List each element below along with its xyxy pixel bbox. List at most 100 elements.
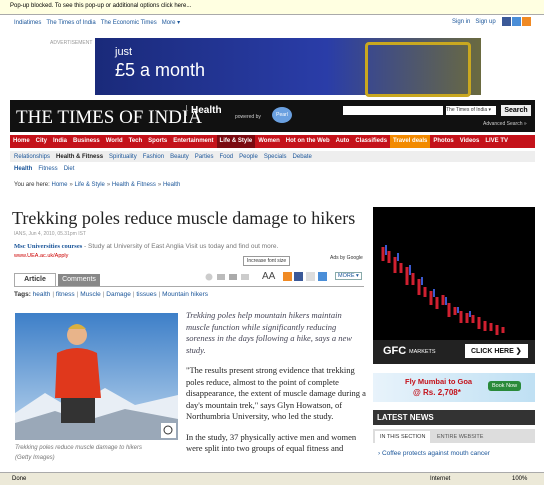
- flight-line1[interactable]: Fly Mumbai to Goa: [405, 377, 472, 386]
- sponsored-text: - Study at University of East Anglia Vis…: [82, 243, 278, 250]
- news-tab[interactable]: ENTIRE WEBSITE: [437, 431, 483, 443]
- nav-link[interactable]: Auto: [333, 135, 353, 148]
- account-link[interactable]: Sign in: [452, 19, 470, 25]
- subnav-link[interactable]: Debate: [293, 154, 312, 160]
- nav-link[interactable]: Life & Style: [217, 135, 256, 148]
- byline: IANS, Jun 4, 2010, 05.31pm IST: [14, 231, 86, 237]
- section-link[interactable]: Diet: [64, 166, 75, 172]
- nav-link[interactable]: Videos: [457, 135, 483, 148]
- section-name: Health: [186, 105, 222, 116]
- search-button[interactable]: Search: [501, 105, 531, 116]
- tag-link[interactable]: fitness: [52, 291, 74, 298]
- subnav-link[interactable]: Beauty: [170, 154, 189, 160]
- section-link[interactable]: Fitness: [38, 166, 57, 172]
- status-zone: Internet: [430, 476, 450, 482]
- subnav-link[interactable]: Fashion: [143, 154, 164, 160]
- article-body: Trekking poles help mountain hikers main…: [186, 310, 366, 472]
- search-input[interactable]: [343, 106, 443, 115]
- search-scope[interactable]: The Times of India ▾: [446, 106, 496, 115]
- nav-link[interactable]: Tech: [126, 135, 146, 148]
- news-item[interactable]: › Coffee protects against mouth cancer: [378, 450, 490, 457]
- subnav-link[interactable]: Spirituality: [109, 154, 137, 160]
- breadcrumb-link[interactable]: Health & Fitness: [107, 182, 156, 188]
- breadcrumb-link[interactable]: Life & Style: [70, 182, 105, 188]
- tag-link[interactable]: Muscle: [77, 291, 101, 298]
- site-title[interactable]: THE TIMES OF INDIA: [16, 107, 202, 129]
- account-link[interactable]: Sign up: [475, 19, 495, 25]
- article-photo[interactable]: [15, 313, 178, 440]
- tab-comments[interactable]: Comments: [58, 274, 100, 286]
- photo-caption: Trekking poles reduce muscle damage to h…: [15, 445, 142, 451]
- nav-link[interactable]: City: [33, 135, 50, 148]
- news-item-text[interactable]: Coffee protects against mouth cancer: [382, 450, 490, 457]
- nav-link[interactable]: Photos: [430, 135, 456, 148]
- top-link[interactable]: More ▾: [162, 20, 180, 26]
- nav-link[interactable]: Hot on the Web: [283, 135, 333, 148]
- top-link[interactable]: Indiatimes: [14, 20, 41, 26]
- partner-logo: Pearl: [272, 107, 292, 123]
- subnav-link[interactable]: Specials: [264, 154, 287, 160]
- top-link[interactable]: The Economic Times: [101, 20, 157, 26]
- breadcrumb-link[interactable]: Health: [158, 182, 180, 188]
- popup-text[interactable]: Pop-up blocked. To see this pop-up or ad…: [10, 3, 191, 9]
- status-text: Done: [12, 476, 26, 482]
- share-icons[interactable]: [283, 272, 333, 282]
- nav-link[interactable]: Travel deals: [390, 135, 430, 148]
- nav-link[interactable]: Entertainment: [170, 135, 216, 148]
- flight-line2[interactable]: @ Rs. 2,708*: [413, 388, 461, 397]
- masthead: THE TIMES OF INDIA Health powered by Pea…: [10, 100, 535, 132]
- ads-by: Ads by Google: [330, 255, 363, 261]
- tool-icons[interactable]: [205, 272, 260, 282]
- photo-credit: (Getty Images): [15, 455, 55, 461]
- gfc-cta[interactable]: CLICK HERE ❯: [465, 344, 528, 358]
- sponsored-ad[interactable]: Msc Universities courses - Study at Univ…: [14, 243, 278, 250]
- tag-link[interactable]: Mountain hikers: [159, 291, 208, 298]
- tag-link[interactable]: health: [33, 291, 51, 298]
- breadcrumb: You are here: HomeLife & StyleHealth & F…: [14, 182, 182, 188]
- news-tab[interactable]: IN THIS SECTION: [375, 431, 430, 443]
- ad-frame: [365, 42, 471, 97]
- ad-line1[interactable]: just: [115, 46, 132, 58]
- popup-bar[interactable]: Pop-up blocked. To see this pop-up or ad…: [0, 0, 544, 15]
- sub-nav: Relationships Health & Fitness Spiritualit…: [10, 151, 535, 162]
- subnav-link[interactable]: Relationships: [14, 154, 50, 160]
- news-tabs: IN THIS SECTION ENTIRE WEBSITE: [373, 429, 535, 443]
- latest-news-header: LATEST NEWS: [373, 410, 535, 425]
- subnav-link[interactable]: Health & Fitness: [56, 154, 103, 160]
- more-button[interactable]: MORE ▾: [335, 272, 362, 280]
- tags-label: Tags:: [14, 291, 31, 298]
- powered-by: powered by: [235, 114, 261, 120]
- gfc-brand[interactable]: GFC: [383, 345, 406, 357]
- flight-ad[interactable]: Fly Mumbai to Goa @ Rs. 2,708* Book Now: [373, 373, 535, 402]
- nav-link[interactable]: Women: [255, 135, 283, 148]
- nav-link[interactable]: Business: [70, 135, 103, 148]
- subnav-link[interactable]: Food: [219, 154, 233, 160]
- subnav-link[interactable]: Parties: [195, 154, 214, 160]
- flight-cta[interactable]: Book Now: [488, 381, 521, 391]
- account-links: Sign in Sign up: [452, 19, 501, 25]
- tab-article[interactable]: Article: [14, 273, 56, 286]
- social-icons: [502, 17, 532, 27]
- font-size-control[interactable]: AA: [262, 271, 275, 282]
- ad-line2[interactable]: £5 a month: [115, 60, 205, 81]
- nav-link[interactable]: World: [103, 135, 126, 148]
- status-zoom[interactable]: 100%: [512, 476, 527, 482]
- paragraph: "The results present strong evidence tha…: [186, 365, 366, 423]
- top-link[interactable]: The Times of India: [46, 20, 95, 26]
- subnav-link[interactable]: People: [239, 154, 258, 160]
- tag-link[interactable]: tissues: [133, 291, 157, 298]
- nav-link[interactable]: Sports: [145, 135, 170, 148]
- tag-link[interactable]: Damage: [103, 291, 131, 298]
- banner-ad[interactable]: just £5 a month: [95, 38, 481, 95]
- nav-link[interactable]: Classifieds: [352, 135, 390, 148]
- nav-link[interactable]: LIVE TV: [482, 135, 511, 148]
- sponsored-url[interactable]: www.UEA.ac.uk/Apply: [14, 253, 68, 259]
- sponsored-title[interactable]: Msc Universities courses: [14, 243, 82, 250]
- gfc-ad[interactable]: GFC MARKETS CLICK HERE ❯: [373, 207, 535, 364]
- advanced-search[interactable]: Advanced Search »: [483, 121, 527, 127]
- breadcrumb-link[interactable]: Home: [51, 182, 67, 188]
- nav-link[interactable]: Home: [10, 135, 33, 148]
- section-link[interactable]: Health: [14, 166, 32, 172]
- nav-link[interactable]: India: [50, 135, 70, 148]
